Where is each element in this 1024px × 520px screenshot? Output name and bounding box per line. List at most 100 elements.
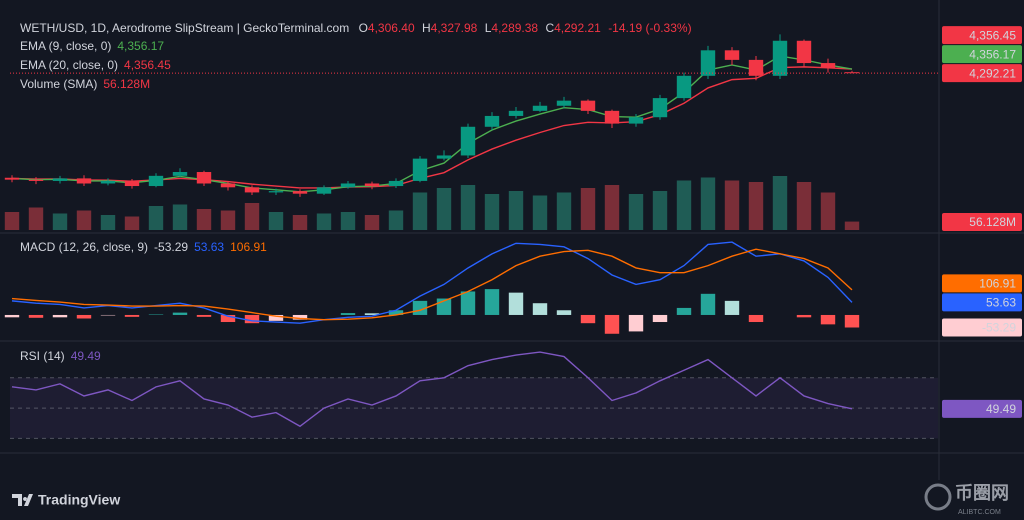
price-tag [942, 45, 1022, 64]
header: WETH/USD, 1D, Aerodrome SlipStream | Gec… [20, 21, 692, 35]
volume-bar [484, 194, 500, 230]
legend-name: MACD (12, 26, close, 9) [20, 240, 148, 254]
candle-body [340, 183, 356, 188]
volume-bar [580, 188, 596, 230]
volume-bar [676, 180, 692, 230]
volume-bar [748, 182, 764, 230]
candle-body [820, 63, 836, 68]
macd-histogram-bar [580, 314, 596, 324]
volume-bar [52, 213, 68, 230]
candle-body [844, 72, 860, 74]
marks [4, 34, 939, 428]
ohlc-key: H [422, 21, 431, 35]
macd-histogram-bar [52, 314, 68, 318]
candle-body [76, 178, 92, 184]
macd-histogram-bar [484, 289, 500, 315]
price-tag [942, 318, 1022, 337]
legend-ema9: EMA (9, close, 0) 4,356.17 [20, 39, 164, 53]
volume-bar [316, 213, 332, 230]
legend-name: EMA (20, close, 0) [20, 58, 118, 72]
macd-histogram-bar [268, 314, 284, 321]
volume-bar [724, 180, 740, 230]
candle-body [172, 172, 188, 176]
candle-body [796, 40, 812, 64]
candle-body [724, 50, 740, 60]
ohlc-key: C [545, 21, 554, 35]
macd-histogram-bar [364, 313, 380, 315]
price-tag-label: -53.29 [982, 321, 1016, 335]
volume-bar [796, 182, 812, 230]
candle-body [148, 175, 164, 187]
candle-body [580, 100, 596, 111]
volume-bar [124, 216, 140, 230]
watermark-text: 币圈网 [955, 483, 1009, 503]
legend-value: 106.91 [230, 240, 267, 254]
candle-body [4, 177, 20, 180]
ohlc-value: 4,306.40 [368, 21, 415, 35]
candle-body [436, 155, 452, 159]
candle-body [412, 158, 428, 181]
volume-bar [772, 176, 788, 230]
price-change: -14.19 (-0.33%) [608, 21, 691, 35]
macd-histogram-bar [676, 307, 692, 315]
volume-bar [220, 210, 236, 230]
macd-histogram-bar [460, 291, 476, 315]
macd-histogram-bar [820, 314, 836, 325]
volume-bar [436, 188, 452, 230]
candle-body [196, 172, 212, 184]
volume-bar [844, 221, 860, 230]
legend-name: EMA (9, close, 0) [20, 39, 111, 53]
macd-histogram-bar [508, 292, 524, 315]
legend-value: 4,356.17 [117, 39, 164, 53]
labels: 4,356.45 4,356.17 4,292.21 56.128M 106.91 53.… [942, 26, 1022, 418]
macd-histogram-bar [4, 314, 20, 318]
price-tag [942, 64, 1022, 83]
macd-histogram-bar [844, 314, 860, 328]
legend-value: 53.63 [194, 240, 224, 254]
legend-macd: MACD (12, 26, close, 9) -53.29 53.63 106.91 [20, 240, 267, 254]
ohlc-key: L [485, 21, 492, 35]
candle-body [484, 115, 500, 127]
macd-histogram-bar [604, 314, 620, 334]
candle-body [628, 117, 644, 124]
candle-body [220, 183, 236, 188]
macd-histogram-bar [748, 314, 764, 323]
price-tag-label: 4,356.45 [969, 28, 1016, 42]
volume-bar [388, 210, 404, 230]
macd-histogram-bar [652, 314, 668, 323]
price-tag-label: 56.128M [969, 215, 1016, 229]
logo-icon [12, 494, 33, 506]
volume-bar [532, 195, 548, 230]
legend-rsi: RSI (14) 49.49 [20, 349, 101, 363]
macd-histogram-bar [196, 314, 212, 317]
volume-bar [268, 212, 284, 230]
volume-bar [412, 192, 428, 230]
price-tag [942, 26, 1022, 45]
volume-bar [340, 212, 356, 230]
macd-histogram-bar [124, 314, 140, 317]
ohlc-value: 4,327.98 [431, 21, 478, 35]
legend-value: 49.49 [71, 349, 101, 363]
price-tag-label: 106.91 [979, 277, 1016, 291]
price-tag-label: 49.49 [986, 402, 1016, 416]
legend-name: RSI (14) [20, 349, 65, 363]
candle-body [100, 180, 116, 184]
volume-bar [604, 185, 620, 230]
volume-bar [244, 203, 260, 230]
macd-histogram-bar [532, 303, 548, 315]
volume-bar [556, 192, 572, 230]
macd-signal-line [11, 248, 853, 321]
watermark-sub: ALIBTC.COM [958, 509, 1001, 516]
macd-histogram-bar [556, 310, 572, 315]
price-tag [942, 213, 1022, 231]
volume-bar [172, 204, 188, 230]
candle-body [508, 110, 524, 116]
macd-histogram-bar [244, 314, 260, 324]
candle-body [748, 59, 764, 76]
macd-histogram-bar [340, 313, 356, 315]
macd-histogram-bar [388, 310, 404, 315]
volume-bar [148, 206, 164, 230]
macd-histogram-bar [28, 314, 44, 318]
